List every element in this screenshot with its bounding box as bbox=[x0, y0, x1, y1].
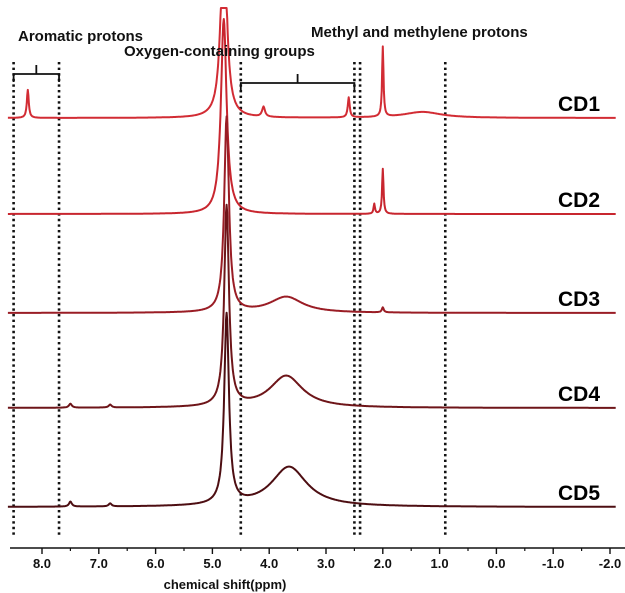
x-tick-label-2: 6.0 bbox=[147, 556, 165, 571]
bracket-1 bbox=[239, 74, 356, 91]
trace-label-cd4: CD4 bbox=[558, 383, 600, 406]
bracket-0 bbox=[12, 65, 60, 82]
trace-cd5 bbox=[7, 311, 617, 508]
x-tick-label-1: 7.0 bbox=[90, 556, 108, 571]
x-tick-label-10: -2.0 bbox=[599, 556, 621, 571]
x-tick-label-8: 0.0 bbox=[487, 556, 505, 571]
trace-cd4 bbox=[7, 203, 617, 409]
region-guide-lines bbox=[12, 62, 447, 536]
trace-label-cd5: CD5 bbox=[558, 482, 600, 505]
x-tick-label-0: 8.0 bbox=[33, 556, 51, 571]
x-tick-label-6: 2.0 bbox=[374, 556, 392, 571]
trace-label-cd3: CD3 bbox=[558, 288, 600, 311]
x-tick-label-5: 3.0 bbox=[317, 556, 335, 571]
x-axis: 8.0 7.0 6.0 5.0 4.0 3.0 2.0 1.0 0.0 -1.0 -2.0 bbox=[10, 547, 625, 571]
x-tick-label-3: 5.0 bbox=[203, 556, 221, 571]
region-label-0: Aromatic protons bbox=[18, 28, 143, 45]
x-tick-label-4: 4.0 bbox=[260, 556, 278, 571]
spectrum-traces bbox=[7, 7, 617, 508]
trace-cd2 bbox=[7, 18, 617, 215]
trace-labels: CD1 CD2 CD3 CD4 CD5 bbox=[558, 93, 600, 505]
trace-cd1 bbox=[7, 7, 617, 119]
trace-cd3 bbox=[7, 115, 617, 314]
x-axis-title: chemical shift(ppm) bbox=[164, 577, 287, 592]
trace-label-cd1: CD1 bbox=[558, 93, 600, 116]
region-label-1: Oxygen-containing groups bbox=[124, 43, 315, 60]
region-label-2: Methyl and methylene protons bbox=[311, 24, 528, 41]
trace-label-cd2: CD2 bbox=[558, 189, 600, 212]
x-tick-label-7: 1.0 bbox=[431, 556, 449, 571]
x-tick-label-9: -1.0 bbox=[542, 556, 564, 571]
